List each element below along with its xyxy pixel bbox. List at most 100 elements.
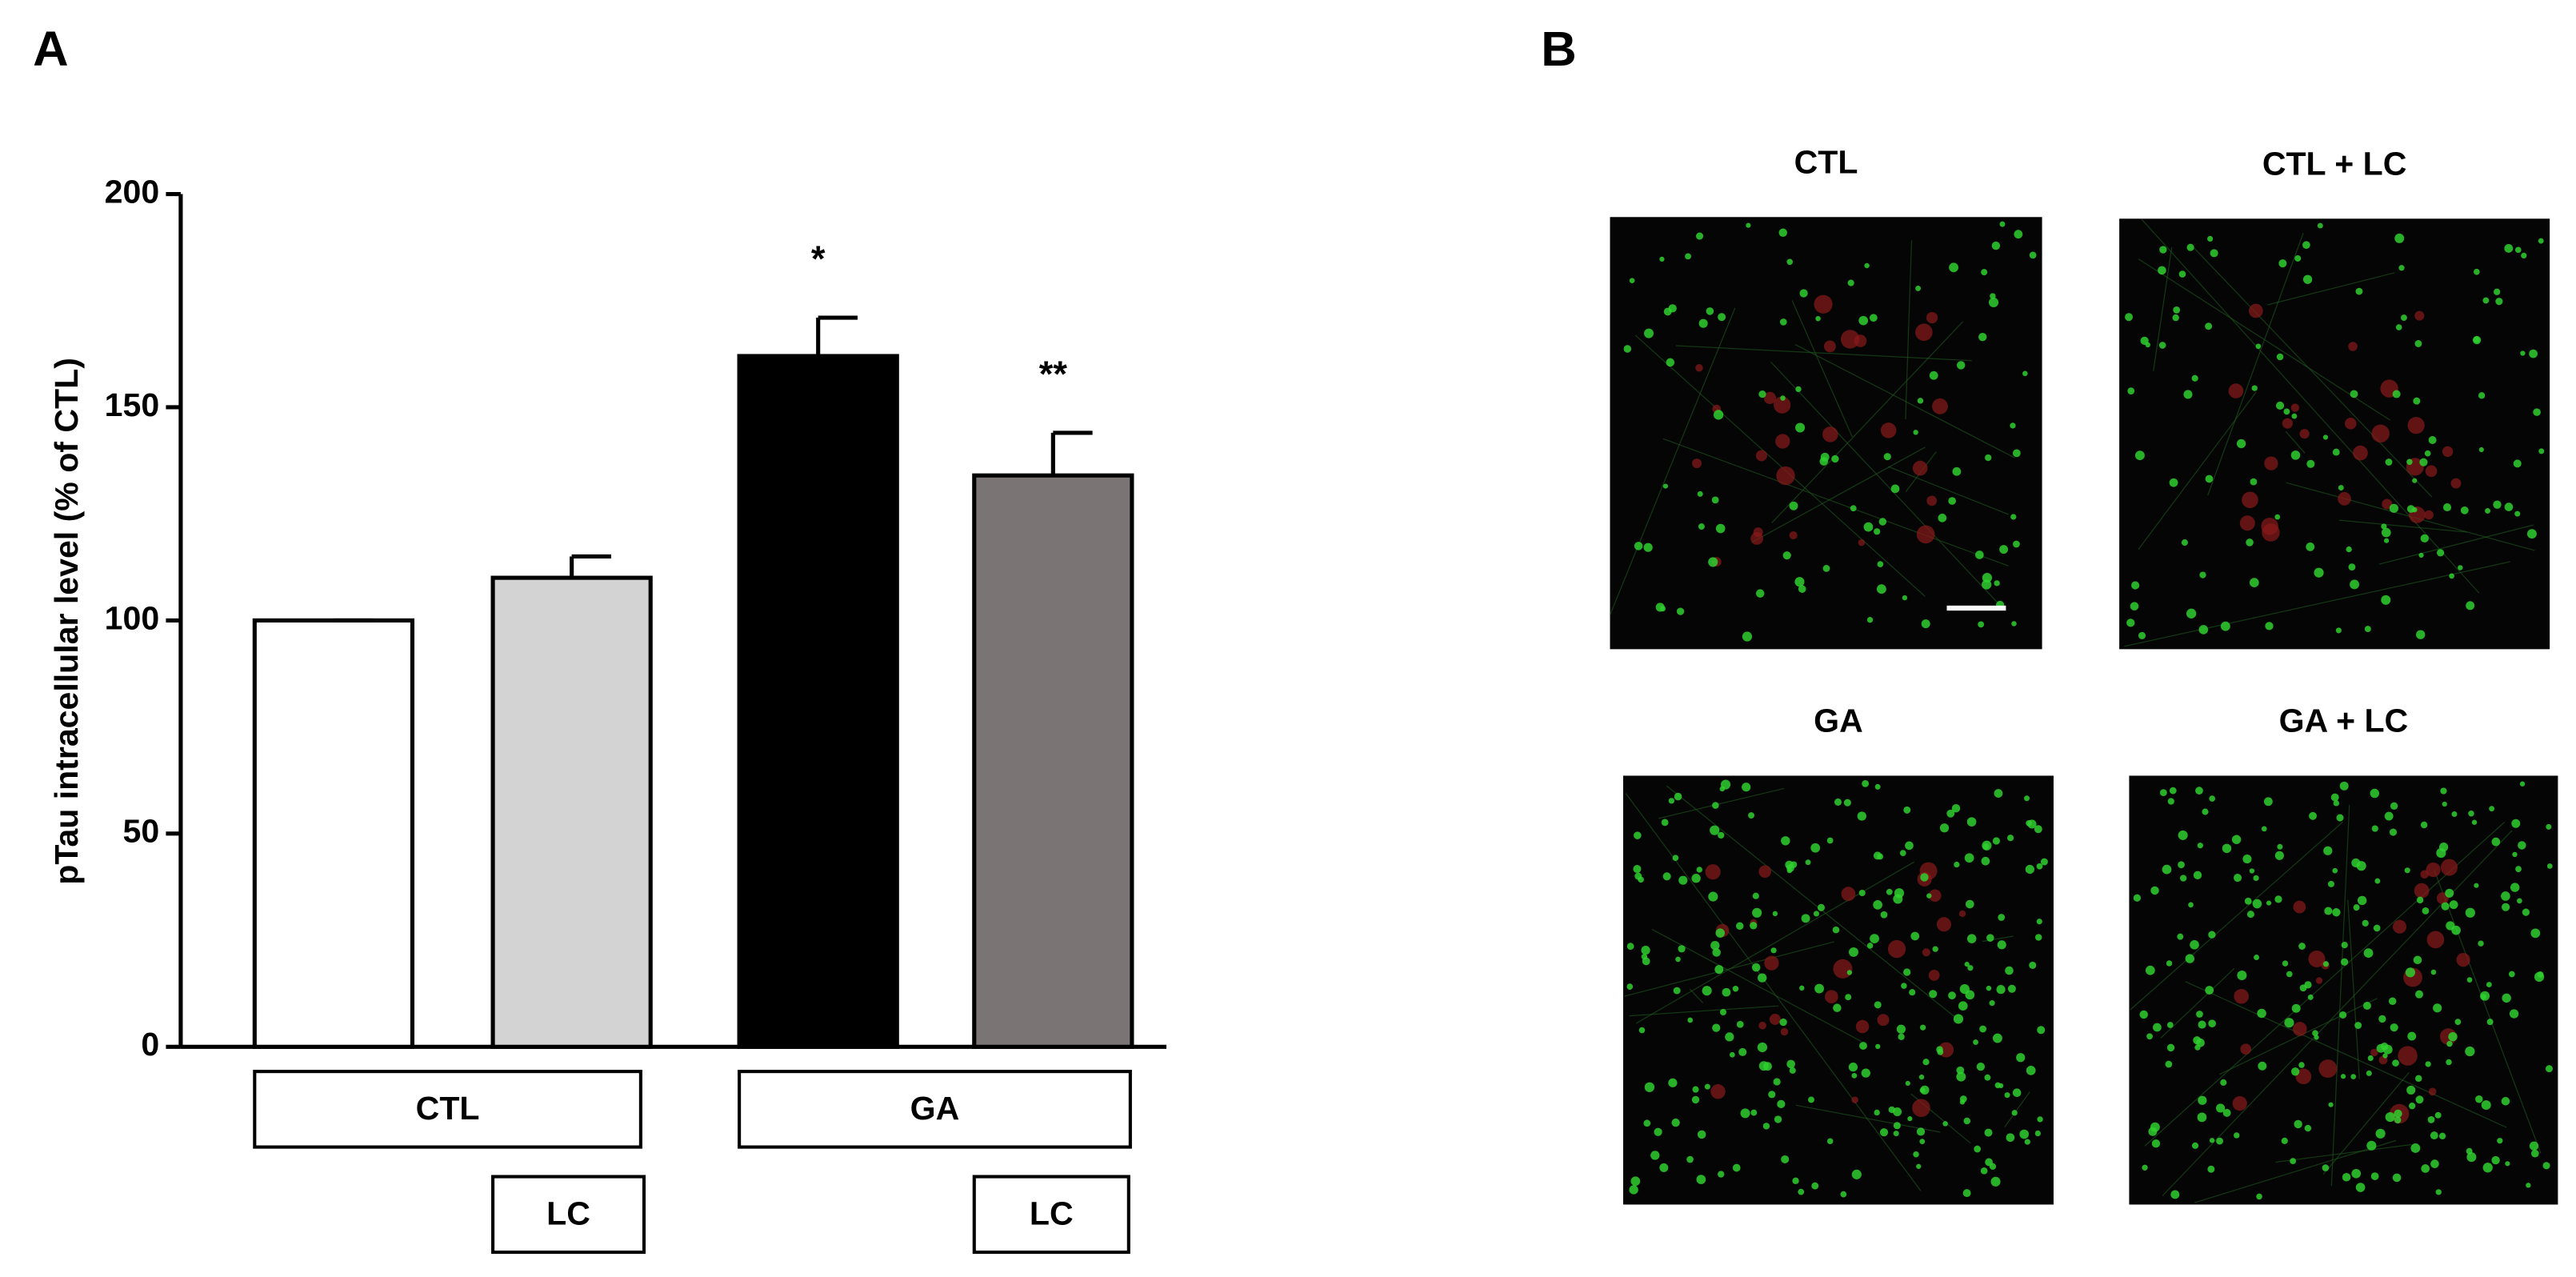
red-cell <box>2293 900 2306 914</box>
green-cell <box>2011 621 2017 626</box>
green-cell <box>2445 888 2454 898</box>
red-cell <box>1958 910 1966 918</box>
green-cell <box>1986 985 1992 991</box>
green-cell <box>1936 1046 1943 1053</box>
green-cell <box>2265 622 2274 630</box>
green-cell <box>1962 1189 1971 1198</box>
green-cell <box>2291 1003 2301 1013</box>
green-cell <box>2274 514 2281 520</box>
green-cell <box>1966 817 1977 827</box>
green-cell <box>2257 1008 2266 1019</box>
green-cell <box>2436 847 2446 859</box>
green-cell <box>2274 895 2282 903</box>
y-tick-label: 150 <box>105 386 160 423</box>
treatment-box <box>972 1175 1130 1255</box>
red-cell <box>2262 523 2280 542</box>
green-cell <box>1949 262 1959 273</box>
green-cell <box>2282 960 2289 967</box>
green-cell <box>1994 580 2000 586</box>
green-cell <box>1752 892 1759 899</box>
y-axis-label: pTau intracellular level (% of CTL) <box>48 358 85 885</box>
green-cell <box>2474 883 2479 888</box>
green-cell <box>1894 888 1905 899</box>
green-cell <box>2460 506 2469 514</box>
green-cell <box>1697 490 1703 497</box>
green-cell <box>2537 971 2544 978</box>
green-cell <box>2158 266 2166 275</box>
red-cell <box>2264 456 2278 470</box>
green-cell <box>1772 911 1778 917</box>
red-cell <box>2348 342 2358 351</box>
green-cell <box>2416 630 2426 639</box>
green-cell <box>1719 786 1726 792</box>
red-cell <box>2299 429 2310 439</box>
green-cell <box>2242 855 2252 864</box>
green-cell <box>2169 478 2178 487</box>
green-cell <box>1980 1167 1988 1175</box>
green-cell <box>2231 835 2242 844</box>
green-cell <box>1643 1119 1651 1127</box>
green-cell <box>1686 1155 1694 1163</box>
green-cell <box>2205 986 2214 995</box>
green-cell <box>2546 863 2553 869</box>
green-cell <box>1981 856 1990 866</box>
green-cell <box>2415 1095 2424 1104</box>
bar <box>972 473 1134 1049</box>
green-cell <box>2383 538 2390 543</box>
green-cell <box>2446 921 2455 931</box>
green-cell <box>2215 1103 2226 1113</box>
green-cell <box>1874 1001 1882 1009</box>
green-cell <box>1858 315 1869 326</box>
green-cell <box>2172 314 2179 322</box>
green-cell <box>1781 836 1790 846</box>
green-cell <box>2299 984 2307 992</box>
green-cell <box>2421 1164 2430 1173</box>
green-cell <box>1893 1122 1901 1130</box>
green-cell <box>2324 907 2333 915</box>
green-cell <box>1626 983 1634 990</box>
green-cell <box>1758 390 1766 398</box>
green-cell <box>1982 572 1993 583</box>
red-cell <box>1776 466 1795 486</box>
green-cell <box>1710 825 1720 835</box>
green-cell <box>2167 798 2174 805</box>
green-cell <box>1909 989 1916 996</box>
green-cell <box>2040 858 2048 866</box>
green-cell <box>1866 617 1874 623</box>
panel-label: A <box>33 22 68 77</box>
red-cell <box>2407 417 2425 434</box>
green-cell <box>1998 914 2006 921</box>
green-cell <box>1913 430 1918 435</box>
green-cell <box>1718 313 1726 322</box>
green-cell <box>2197 1112 2207 1123</box>
green-cell <box>1953 1014 1964 1024</box>
red-cell <box>1887 939 1906 959</box>
green-cell <box>1851 1072 1858 1079</box>
green-cell <box>1748 812 1755 819</box>
green-cell <box>2014 230 2023 239</box>
green-cell <box>2281 1137 2288 1144</box>
green-cell <box>2188 902 2194 908</box>
green-cell <box>2298 943 2306 950</box>
green-cell <box>1643 542 1653 552</box>
green-cell <box>1634 542 1643 550</box>
green-cell <box>2412 478 2418 483</box>
green-cell <box>2519 781 2526 787</box>
green-cell <box>1742 783 1751 792</box>
green-cell <box>1738 1047 1747 1056</box>
green-cell <box>2169 787 2177 795</box>
y-tick-label: 0 <box>141 1026 159 1063</box>
green-cell <box>2348 563 2356 571</box>
green-cell <box>2504 502 2514 511</box>
green-cell <box>2418 552 2424 558</box>
red-cell <box>2353 445 2368 461</box>
green-cell <box>2440 787 2447 795</box>
red-cell <box>2425 465 2438 478</box>
green-cell <box>2449 573 2454 579</box>
green-cell <box>2446 1059 2452 1066</box>
neurite <box>1771 321 1964 524</box>
green-cell <box>2451 811 2458 817</box>
green-cell <box>1706 307 1714 315</box>
red-cell <box>1912 460 1928 476</box>
green-cell <box>2382 1053 2388 1059</box>
